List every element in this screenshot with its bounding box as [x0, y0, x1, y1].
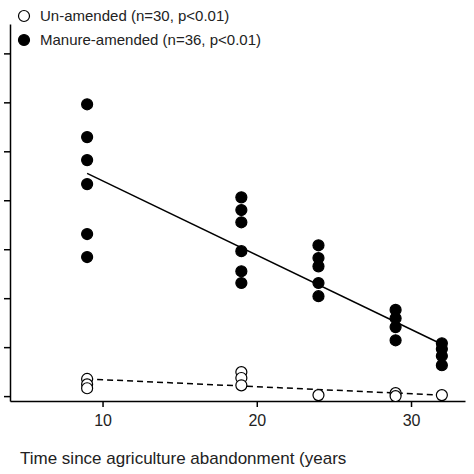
point — [82, 252, 93, 263]
x-tick: 30 — [403, 401, 421, 429]
point — [236, 266, 247, 277]
point — [236, 192, 247, 203]
plot-area — [82, 99, 448, 401]
x-axis-title: Time since agriculture abandonment (year… — [20, 449, 346, 468]
point — [313, 261, 324, 272]
point — [313, 390, 324, 401]
point — [436, 360, 447, 371]
point — [82, 229, 93, 240]
chart: 10 20 30 Un-amended (n=30, p<0.01) Manure-am… — [0, 0, 474, 474]
y-tick-mark — [4, 396, 10, 398]
point — [236, 278, 247, 289]
y-tick-mark — [4, 298, 10, 300]
point — [313, 240, 324, 251]
legend-label: Un-amended (n=30, p<0.01) — [40, 7, 229, 24]
x-axis: 10 20 30 — [11, 401, 466, 429]
x-tick-label: 30 — [403, 412, 421, 429]
point — [82, 155, 93, 166]
series-points — [82, 99, 448, 371]
point — [390, 391, 401, 401]
point — [82, 179, 93, 190]
legend-marker — [19, 11, 30, 22]
x-tick: 10 — [94, 401, 112, 429]
point — [236, 380, 247, 391]
y-tick — [4, 53, 10, 54]
point — [390, 322, 401, 333]
x-tick: 20 — [248, 401, 266, 429]
fit-line — [87, 173, 442, 344]
series-points — [82, 367, 448, 401]
y-tick — [4, 200, 10, 201]
x-tick-label: 10 — [94, 412, 112, 429]
y-tick-mark — [4, 102, 10, 104]
x-tick-label: 20 — [248, 412, 266, 429]
x-tick-mark — [102, 401, 104, 407]
legend-label: Manure-amended (n=36, p<0.01) — [40, 31, 261, 48]
y-tick-mark — [4, 249, 10, 251]
y-tick — [4, 151, 10, 152]
y-tick-mark — [4, 200, 10, 202]
x-tick-mark — [411, 401, 413, 407]
legend: Un-amended (n=30, p<0.01) Manure-amended … — [19, 7, 261, 48]
point — [436, 390, 447, 401]
point — [82, 132, 93, 143]
point — [236, 246, 247, 257]
point — [313, 278, 324, 289]
y-tick — [4, 298, 10, 299]
y-tick — [4, 102, 10, 103]
point — [313, 291, 324, 302]
fit-line — [87, 379, 442, 395]
y-axis — [4, 25, 11, 402]
y-tick — [4, 396, 10, 397]
x-tick-mark — [257, 401, 259, 407]
point — [236, 217, 247, 228]
point — [236, 205, 247, 216]
y-tick — [4, 347, 10, 348]
y-axis-line — [10, 25, 12, 402]
point — [390, 335, 401, 346]
y-tick-mark — [4, 53, 10, 55]
y-tick — [4, 249, 10, 250]
y-tick-mark — [4, 151, 10, 153]
legend-marker — [19, 35, 30, 46]
point — [82, 383, 93, 394]
point — [82, 99, 93, 110]
y-tick-mark — [4, 347, 10, 349]
